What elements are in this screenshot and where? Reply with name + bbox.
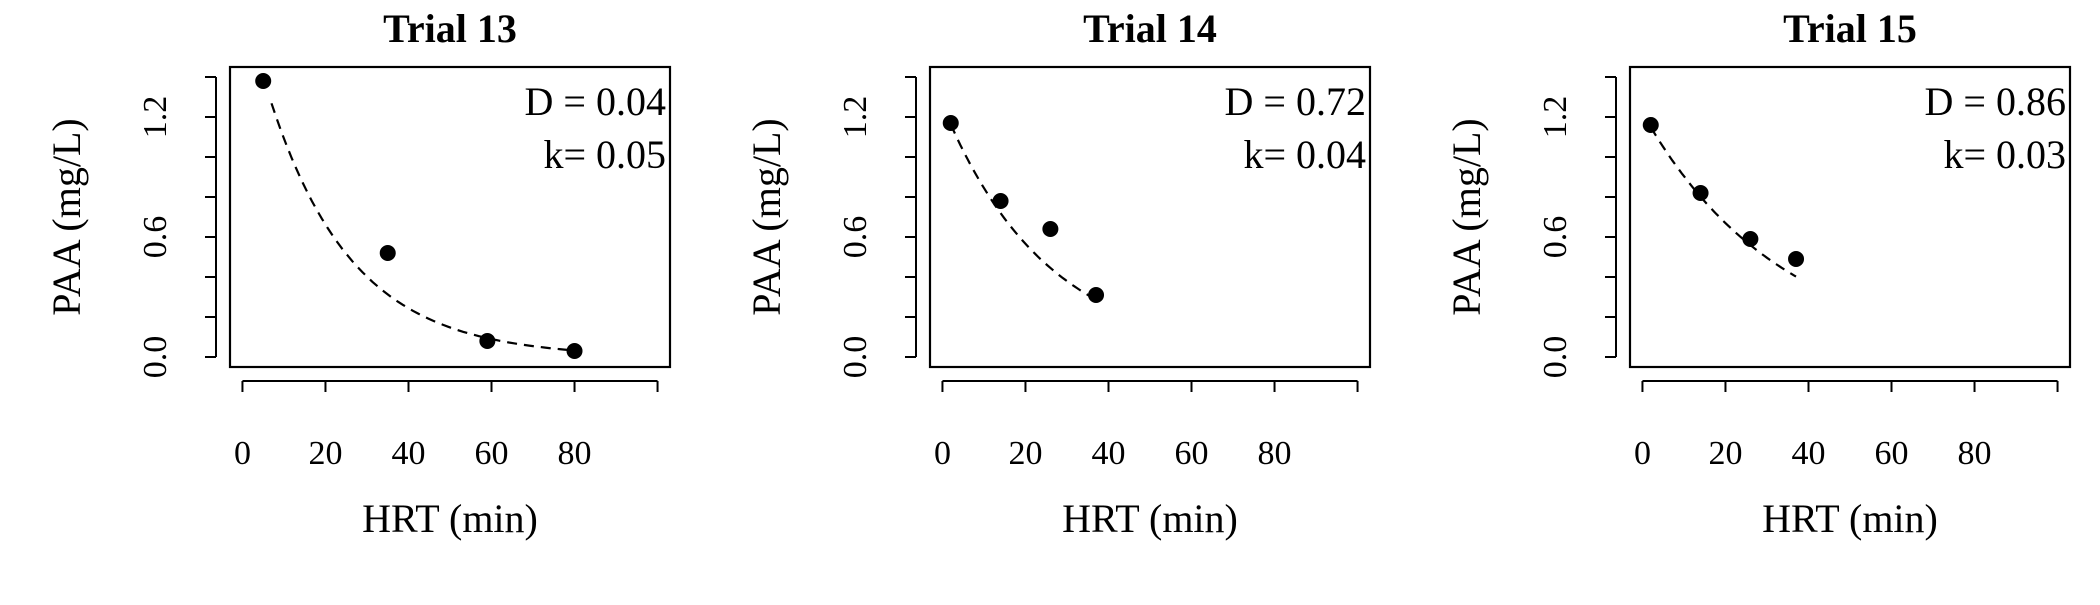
fit-curve: [1649, 126, 1797, 278]
data-point-2: [1692, 185, 1709, 201]
data-point-3: [479, 333, 496, 349]
y-tick-label: 0.0: [1537, 336, 1574, 379]
y-tick-label: 0.6: [837, 216, 874, 259]
x-tick-label: 40: [1791, 435, 1825, 472]
data-point-4: [1788, 251, 1805, 267]
chart-panel-3: Trial 15 0 20 40 60 80 HRT (min) 0.0 0.6 1.2 PAA (…: [1444, 6, 2072, 541]
x-axis-label: HRT (min): [1762, 496, 1938, 541]
x-tick-label: 0: [934, 435, 951, 472]
y-axis-label: PAA (mg/L): [744, 118, 789, 315]
y-tick-label: 0.0: [137, 336, 174, 379]
data-point-3: [1742, 231, 1759, 247]
data-point-1: [1642, 117, 1659, 133]
x-axis-label: HRT (min): [362, 496, 538, 541]
annotation-line-1: D = 0.04: [525, 79, 666, 124]
y-tick-label: 0.6: [137, 216, 174, 259]
data-point-2: [992, 193, 1009, 209]
annotation-line-2: k= 0.05: [543, 132, 666, 177]
x-tick-label: 80: [1958, 435, 1992, 472]
x-tick-label: 40: [391, 435, 425, 472]
x-tick-label: 80: [1258, 435, 1292, 472]
x-tick-label: 40: [1091, 435, 1125, 472]
y-tick-label: 0.6: [1537, 216, 1574, 259]
x-tick-label: 80: [558, 435, 592, 472]
y-tick-label: 1.2: [1537, 96, 1574, 139]
fit-curve: [270, 102, 575, 352]
data-point-1: [255, 73, 272, 89]
y-axis-label: PAA (mg/L): [44, 118, 89, 315]
data-point-3: [1042, 221, 1059, 237]
x-tick-label: 60: [475, 435, 509, 472]
annotation-line-1: D = 0.72: [1225, 79, 1366, 124]
data-point-1: [942, 115, 959, 131]
x-tick-label: 20: [308, 435, 342, 472]
chart-panel-2: Trial 14 0 20 40 60 80 HRT (min) 0.0 0.6 1.2 PAA (…: [744, 6, 1372, 541]
x-tick-label: 20: [1708, 435, 1742, 472]
x-tick-label: 60: [1875, 435, 1909, 472]
x-axis-label: HRT (min): [1062, 496, 1238, 541]
annotation-line-2: k= 0.04: [1243, 132, 1366, 177]
chart-title: Trial 15: [1783, 6, 1917, 51]
x-tick-label: 0: [1634, 435, 1651, 472]
chart-panel-1: Trial 13 0 20 40 60 80 HRT (min) 0.0 0.6 1.2 PAA (…: [44, 6, 672, 541]
chart-title: Trial 14: [1083, 6, 1217, 51]
chart-title: Trial 13: [383, 6, 517, 51]
y-tick-label: 1.2: [137, 96, 174, 139]
y-tick-label: 0.0: [837, 336, 874, 379]
y-tick-label: 1.2: [837, 96, 874, 139]
y-axis-label: PAA (mg/L): [1444, 118, 1489, 315]
plot-frame: [228, 65, 672, 369]
plot-frame: [1628, 65, 2072, 369]
x-tick-label: 60: [1175, 435, 1209, 472]
x-tick-label: 0: [234, 435, 251, 472]
fit-curve: [949, 123, 1097, 301]
plot-frame: [928, 65, 1372, 369]
data-point-4: [566, 343, 583, 359]
annotation-line-1: D = 0.86: [1925, 79, 2066, 124]
x-tick-label: 20: [1008, 435, 1042, 472]
data-point-4: [1088, 287, 1105, 303]
annotation-line-2: k= 0.03: [1943, 132, 2066, 177]
data-point-2: [379, 245, 396, 261]
